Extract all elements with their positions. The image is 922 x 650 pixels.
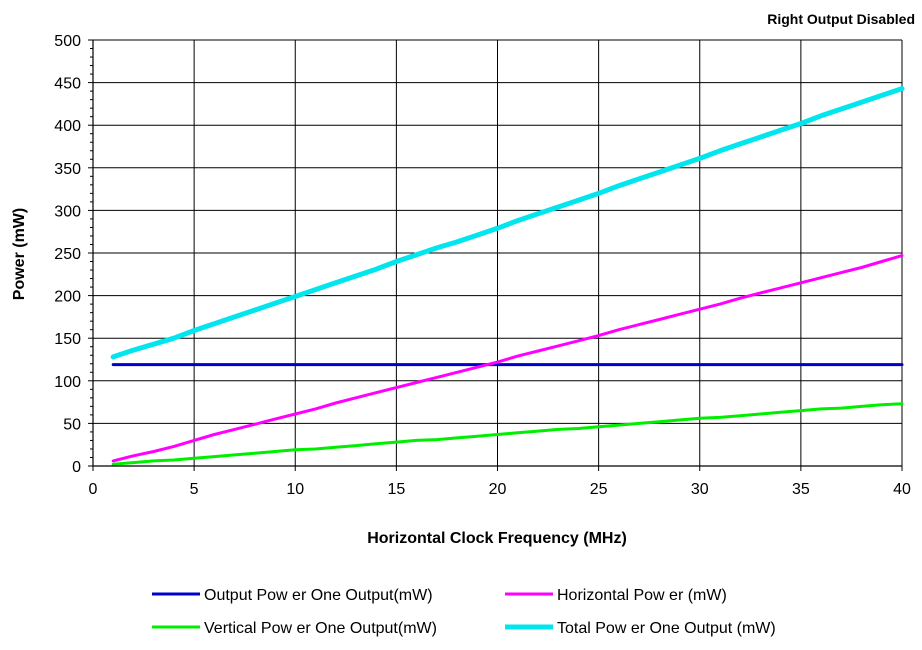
legend-label: Output Pow er One Output(mW) <box>204 587 433 604</box>
y-tick-label: 150 <box>54 331 81 348</box>
legend-total-power: Total Pow er One Output (mW) <box>505 620 776 637</box>
series-layer <box>110 86 905 466</box>
x-tick-label: 10 <box>286 481 304 498</box>
horizontal-power-series <box>111 254 904 463</box>
chart-title: Right Output Disabled <box>767 11 915 27</box>
legend: Output Pow er One Output(mW) Horizontal P… <box>152 587 776 637</box>
legend-label: Vertical Pow er One Output(mW) <box>204 620 437 637</box>
y-tick-label: 350 <box>54 161 81 178</box>
x-tick-label: 25 <box>590 481 608 498</box>
y-tick-label: 0 <box>72 459 81 476</box>
legend-vertical-power: Vertical Pow er One Output(mW) <box>152 620 437 637</box>
x-tick-label: 40 <box>893 481 911 498</box>
grid-lines <box>93 39 903 466</box>
x-tick-label: 20 <box>489 481 507 498</box>
y-tick-label: 100 <box>54 374 81 391</box>
x-tick-label: 30 <box>691 481 709 498</box>
legend-horizontal-power: Horizontal Pow er (mW) <box>505 587 727 604</box>
vertical-power-series <box>111 402 904 466</box>
y-tick-label: 200 <box>54 289 81 306</box>
y-axis-title: Power (mW) <box>11 208 28 300</box>
y-tick-label: 300 <box>54 203 81 220</box>
x-tick-label: 5 <box>190 481 199 498</box>
x-tick-label: 15 <box>387 481 405 498</box>
y-tick-label: 250 <box>54 246 81 263</box>
y-tick-label: 450 <box>54 76 81 93</box>
y-tick-label: 50 <box>63 416 81 433</box>
legend-label: Horizontal Pow er (mW) <box>557 587 727 604</box>
legend-label: Total Pow er One Output (mW) <box>557 620 776 637</box>
x-tick-label: 0 <box>89 481 98 498</box>
x-axis-title: Horizontal Clock Frequency (MHz) <box>367 530 627 547</box>
y-tick-label: 400 <box>54 118 81 135</box>
legend-output-power: Output Pow er One Output(mW) <box>152 587 433 604</box>
x-tick-label: 35 <box>792 481 810 498</box>
y-tick-label: 500 <box>54 33 81 50</box>
total-power-series <box>110 86 905 360</box>
axes: 0 5 10 15 20 25 30 35 40050100150200250300350400… <box>54 33 911 498</box>
